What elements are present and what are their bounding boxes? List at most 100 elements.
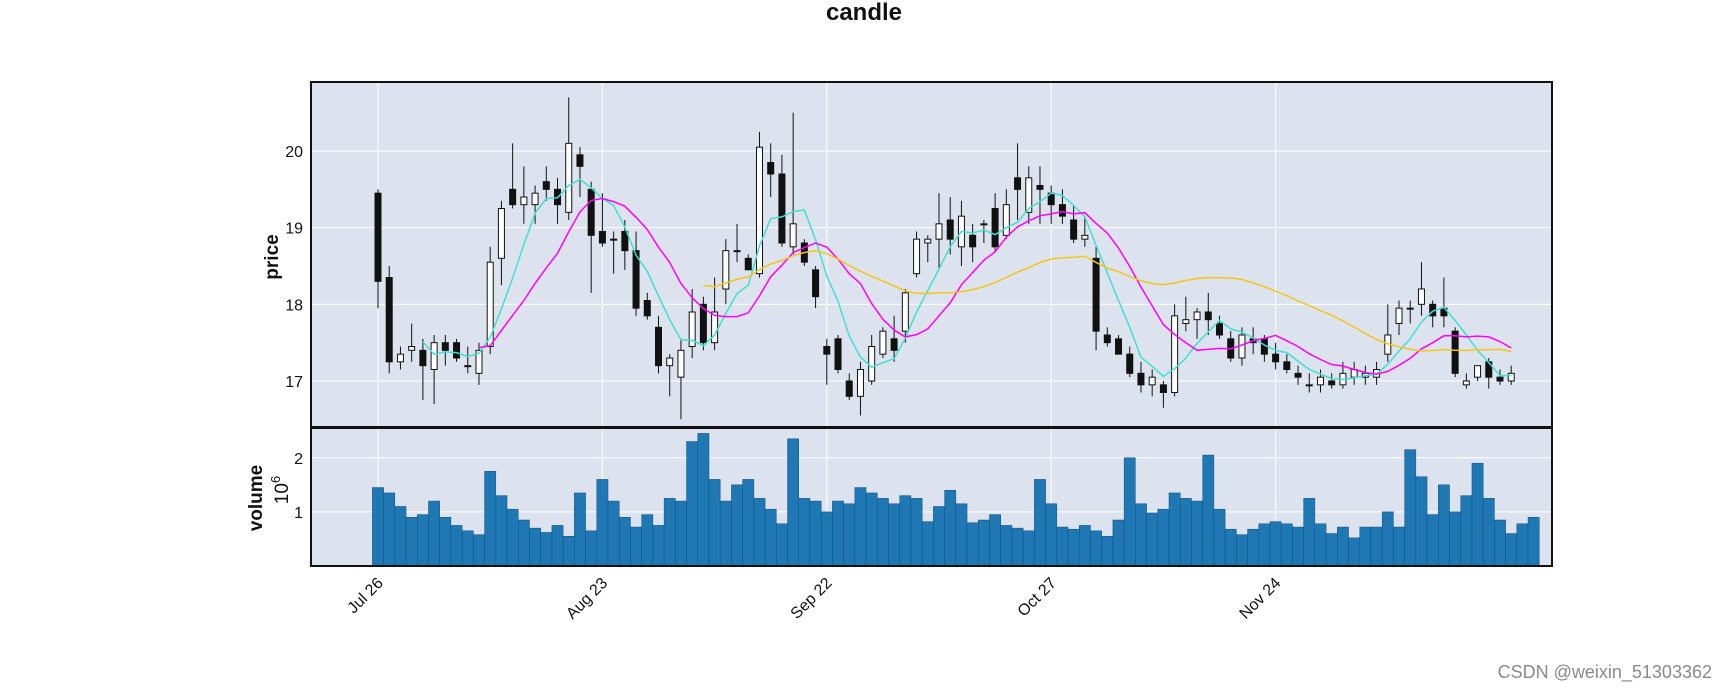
candle-up [755, 146, 763, 275]
candle-down [453, 342, 461, 359]
candle-down [385, 277, 393, 363]
x-tick-label: Nov 24 [1237, 575, 1285, 623]
volume-bar [1426, 514, 1439, 567]
volume-bar [1123, 457, 1136, 567]
candle-down [744, 257, 752, 271]
candle-down [1092, 257, 1100, 332]
volume-bar [1079, 525, 1091, 567]
candle-up [879, 330, 887, 355]
x-tick-label: Oct 27 [1015, 575, 1060, 620]
volume-bar [383, 492, 396, 567]
volume-bar [899, 495, 912, 567]
candle-down [1159, 384, 1167, 394]
volume-bar [1325, 533, 1338, 567]
volume-bar [742, 479, 755, 567]
price-panel [311, 82, 1552, 427]
candle-down [1103, 334, 1111, 344]
candle-down [778, 173, 786, 244]
volume-bar [686, 441, 699, 567]
candle-up [408, 346, 416, 351]
candle-up [1305, 384, 1313, 387]
volume-bar [574, 492, 586, 567]
volume-bar [910, 498, 923, 567]
volume-bar [630, 526, 642, 567]
volume-bar [1314, 523, 1327, 567]
candle-up [1025, 177, 1033, 213]
candle-up [1395, 307, 1403, 324]
candle-down [1294, 372, 1302, 378]
volume-bar [1471, 462, 1484, 567]
candle-down [621, 231, 629, 252]
candle-down [441, 342, 449, 351]
volume-bar [372, 487, 384, 567]
volume-bar [697, 433, 710, 567]
volume-bar [764, 508, 777, 567]
candle-down [1204, 311, 1212, 321]
candle-down [1272, 353, 1280, 363]
price-tick-label: 17 [285, 374, 303, 391]
candle-down [1070, 219, 1078, 240]
volume-bar [921, 521, 934, 567]
candle-up [913, 238, 921, 275]
volume-bar [417, 514, 429, 567]
volume-scale-base: 10 [272, 483, 293, 504]
watermark: CSDN @weixin_51303362 [1498, 662, 1712, 683]
volume-bar [551, 525, 564, 567]
volume-bar [1213, 508, 1226, 567]
candle-up [464, 365, 472, 368]
candle-down [542, 181, 550, 190]
candle-down [1328, 380, 1336, 386]
candle-up [1406, 307, 1414, 310]
candle-up [610, 238, 618, 241]
volume-bar [731, 484, 743, 567]
volume-bar [1393, 526, 1405, 567]
candle-down [991, 208, 999, 248]
volume-bar [607, 500, 620, 567]
candle-up [924, 238, 932, 244]
volume-axis-label: volume [246, 465, 267, 532]
volume-bar [787, 438, 800, 567]
candle-down [643, 300, 651, 317]
volume-bar [675, 500, 687, 567]
candle-up [1193, 311, 1201, 321]
candle-down [1137, 372, 1145, 386]
candle-up [666, 357, 674, 367]
candlestick-series [374, 97, 1515, 420]
volume-bar [865, 492, 878, 567]
volume-bar [394, 506, 407, 567]
volume-scale-label: 106 [268, 476, 293, 504]
volume-bar [1415, 476, 1428, 567]
price-tick-label: 18 [285, 297, 303, 314]
volume-bar [518, 519, 530, 567]
candle-down [834, 338, 842, 371]
volume-bar [753, 498, 766, 567]
candle-down [1283, 361, 1291, 371]
candle-up [901, 292, 909, 332]
volume-bar [641, 514, 654, 567]
volume-bar [1168, 492, 1181, 567]
candle-down [969, 234, 977, 248]
volume-bar [854, 487, 867, 567]
volume-bar [618, 517, 631, 567]
volume-bar [1494, 519, 1506, 567]
candle-down [419, 349, 427, 367]
price-axis-label: price [262, 234, 283, 279]
candle-up [677, 349, 685, 378]
candle-up [935, 223, 943, 240]
candle-up [497, 208, 505, 259]
candle-up [980, 223, 988, 226]
price-tick-label: 20 [285, 144, 303, 161]
volume-bar [585, 530, 598, 567]
candle-down [1036, 185, 1044, 190]
volume-bar [966, 522, 979, 567]
volume-bar [1157, 508, 1170, 567]
volume-bar [1516, 523, 1529, 567]
volume-bar [439, 517, 452, 567]
volume-bar [1247, 528, 1260, 567]
volume-bar [1269, 521, 1282, 567]
volume-bar [529, 527, 541, 567]
candle-up [1148, 376, 1156, 386]
candle-up [711, 311, 719, 344]
volume-bar [1191, 500, 1203, 567]
volume-bar [484, 471, 497, 567]
